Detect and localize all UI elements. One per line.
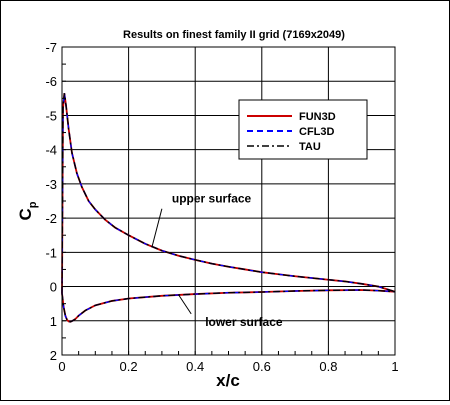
x-tick-label: 0	[58, 359, 65, 374]
annotation-leader-line	[151, 208, 163, 248]
annotation-leader-line	[178, 294, 192, 315]
y-tick-label: -7	[45, 40, 57, 55]
y-tick-label: -1	[45, 245, 57, 260]
y-axis-label-main: C	[16, 208, 35, 220]
y-tick-label: 0	[50, 280, 57, 295]
legend-cfl3d-label: CFL3D	[299, 126, 335, 138]
y-tick-label: -2	[45, 211, 57, 226]
y-tick-label: 2	[50, 348, 57, 363]
annotation-label: lower surface	[205, 315, 283, 329]
y-tick-label: -4	[45, 143, 57, 158]
x-axis-label: x/c	[216, 371, 240, 390]
data-lines	[61, 93, 396, 323]
y-tick-label: 1	[50, 314, 57, 329]
y-axis-label-sub: p	[27, 201, 39, 208]
legend-box	[238, 99, 368, 160]
x-tick-label: 0.6	[253, 359, 271, 374]
x-tick-label: 0.2	[120, 359, 138, 374]
x-tick-label: 1	[391, 359, 398, 374]
y-tick-label: -3	[45, 177, 57, 192]
series-tau-upper-line	[61, 93, 396, 294]
x-tick-label: 0.4	[186, 359, 204, 374]
svg-text:Cp: Cp	[16, 201, 39, 220]
tick-marks: 0 0.2 0.4 0.6 0.8 1 -7 -6 -5 -4 -3 -2 -1 0 1 2	[45, 40, 398, 374]
y-tick-label: -6	[45, 74, 57, 89]
y-axis-label: Cp	[16, 201, 39, 220]
legend-tau-label: TAU	[299, 141, 321, 153]
legend: FUN3D CFL3D TAU	[238, 99, 368, 160]
y-tick-label: -5	[45, 108, 57, 123]
x-tick-label: 0.8	[319, 359, 337, 374]
series-fun3d-lower-line	[61, 289, 396, 323]
chart-title: Results on finest family II grid (7169x2…	[123, 29, 345, 41]
annotations: upper surface lower surface	[151, 192, 283, 329]
legend-fun3d-label: FUN3D	[299, 111, 336, 123]
annotation-label: upper surface	[172, 192, 252, 206]
